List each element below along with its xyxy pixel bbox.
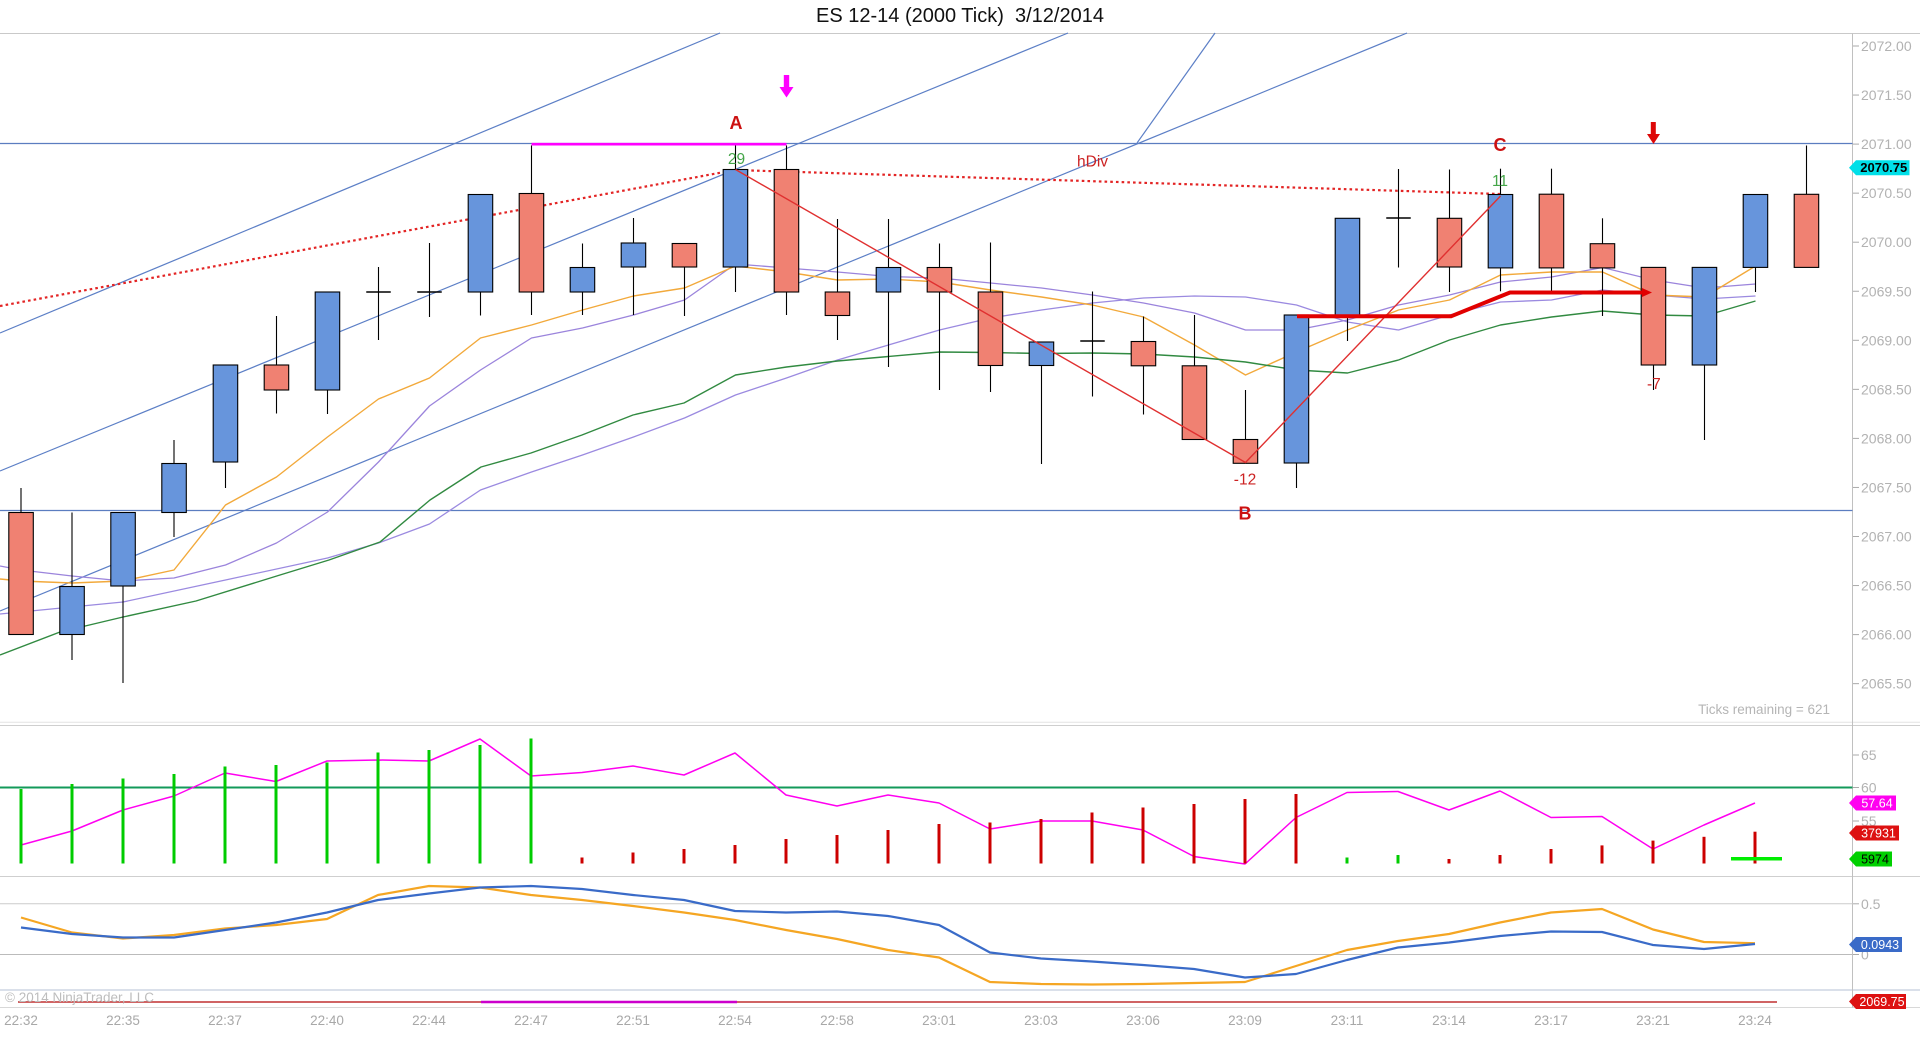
- svg-text:23:06: 23:06: [1126, 1013, 1160, 1028]
- svg-text:2071.00: 2071.00: [1861, 136, 1912, 152]
- svg-text:23:09: 23:09: [1228, 1013, 1262, 1028]
- svg-text:C: C: [1494, 135, 1507, 155]
- svg-text:22:32: 22:32: [4, 1013, 38, 1028]
- svg-text:2070.75: 2070.75: [1860, 160, 1907, 175]
- svg-text:hDiv: hDiv: [1077, 154, 1108, 171]
- svg-text:37931: 37931: [1861, 826, 1896, 840]
- svg-text:29: 29: [728, 151, 745, 168]
- svg-text:0.0943: 0.0943: [1861, 938, 1899, 952]
- svg-text:© 2014 NinjaTrader, LLC: © 2014 NinjaTrader, LLC: [5, 990, 154, 1005]
- svg-text:2067.00: 2067.00: [1861, 529, 1912, 545]
- svg-text:2068.50: 2068.50: [1861, 381, 1912, 397]
- svg-text:2066.50: 2066.50: [1861, 578, 1912, 594]
- svg-text:2072.00: 2072.00: [1861, 38, 1912, 54]
- svg-text:0.5: 0.5: [1861, 896, 1881, 912]
- svg-text:-12: -12: [1234, 472, 1256, 489]
- svg-text:22:37: 22:37: [208, 1013, 242, 1028]
- svg-text:11: 11: [1492, 173, 1508, 190]
- svg-text:5974: 5974: [1861, 852, 1889, 866]
- svg-text:57.64: 57.64: [1861, 796, 1892, 810]
- svg-text:65: 65: [1861, 747, 1877, 763]
- svg-text:23:03: 23:03: [1024, 1013, 1058, 1028]
- svg-text:ES 12-14 (2000 Tick) 3/12/201: ES 12-14 (2000 Tick) 3/12/2014: [816, 5, 1104, 27]
- svg-text:22:40: 22:40: [310, 1013, 344, 1028]
- svg-text:2070.00: 2070.00: [1861, 234, 1912, 250]
- svg-text:22:47: 22:47: [514, 1013, 548, 1028]
- svg-text:22:58: 22:58: [820, 1013, 854, 1028]
- svg-text:22:51: 22:51: [616, 1013, 650, 1028]
- svg-text:23:17: 23:17: [1534, 1013, 1568, 1028]
- svg-text:22:54: 22:54: [718, 1013, 752, 1028]
- svg-text:23:24: 23:24: [1738, 1013, 1772, 1028]
- svg-text:23:21: 23:21: [1636, 1013, 1670, 1028]
- svg-text:2068.00: 2068.00: [1861, 430, 1912, 446]
- svg-text:Ticks remaining = 621: Ticks remaining = 621: [1698, 702, 1830, 717]
- svg-text:2069.50: 2069.50: [1861, 283, 1912, 299]
- svg-text:2071.50: 2071.50: [1861, 87, 1912, 103]
- svg-text:2069.00: 2069.00: [1861, 332, 1912, 348]
- svg-text:2067.50: 2067.50: [1861, 479, 1912, 495]
- svg-text:22:35: 22:35: [106, 1013, 140, 1028]
- svg-text:23:01: 23:01: [922, 1013, 956, 1028]
- svg-text:-7: -7: [1647, 376, 1661, 393]
- svg-text:2065.50: 2065.50: [1861, 676, 1912, 692]
- svg-text:B: B: [1239, 504, 1252, 524]
- svg-text:23:14: 23:14: [1432, 1013, 1466, 1028]
- svg-text:2070.50: 2070.50: [1861, 185, 1912, 201]
- svg-text:0: 0: [1861, 947, 1869, 963]
- svg-text:60: 60: [1861, 780, 1877, 796]
- svg-text:2069.75: 2069.75: [1859, 995, 1904, 1009]
- svg-text:22:44: 22:44: [412, 1013, 446, 1028]
- svg-text:A: A: [730, 113, 743, 133]
- svg-text:23:11: 23:11: [1331, 1013, 1364, 1028]
- svg-text:2066.00: 2066.00: [1861, 627, 1912, 643]
- svg-text:55: 55: [1861, 813, 1877, 829]
